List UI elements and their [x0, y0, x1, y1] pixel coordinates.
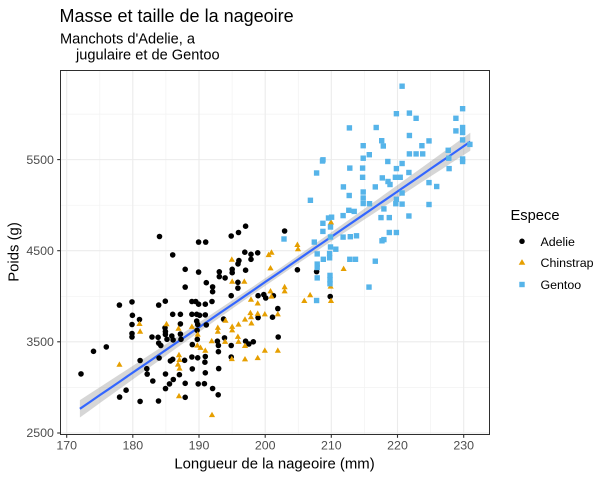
svg-text:Longueur de la nageoire (mm): Longueur de la nageoire (mm)	[174, 457, 374, 473]
svg-text:Masse et taille de la nageoire: Masse et taille de la nageoire	[60, 6, 294, 26]
svg-text:170: 170	[56, 438, 77, 452]
svg-text:210: 210	[321, 438, 342, 452]
svg-text:Manchots d'Adelie, a: Manchots d'Adelie, a	[60, 31, 196, 47]
svg-text:190: 190	[189, 438, 210, 452]
svg-text:Poids (g): Poids (g)	[6, 222, 22, 282]
svg-text:3500: 3500	[26, 335, 54, 349]
svg-text:180: 180	[122, 438, 143, 452]
svg-text:Gentoo: Gentoo	[541, 278, 582, 292]
svg-text:Chinstrap: Chinstrap	[541, 256, 594, 270]
svg-text:Adelie: Adelie	[541, 235, 576, 249]
svg-text:Espece: Espece	[511, 208, 560, 224]
svg-text:200: 200	[255, 438, 276, 452]
svg-text:4500: 4500	[26, 244, 54, 258]
svg-text:220: 220	[387, 438, 408, 452]
svg-text:jugulaire et de Gentoo: jugulaire et de Gentoo	[75, 47, 220, 63]
svg-text:5500: 5500	[26, 153, 54, 167]
svg-text:2500: 2500	[26, 426, 54, 440]
svg-text:230: 230	[453, 438, 474, 452]
